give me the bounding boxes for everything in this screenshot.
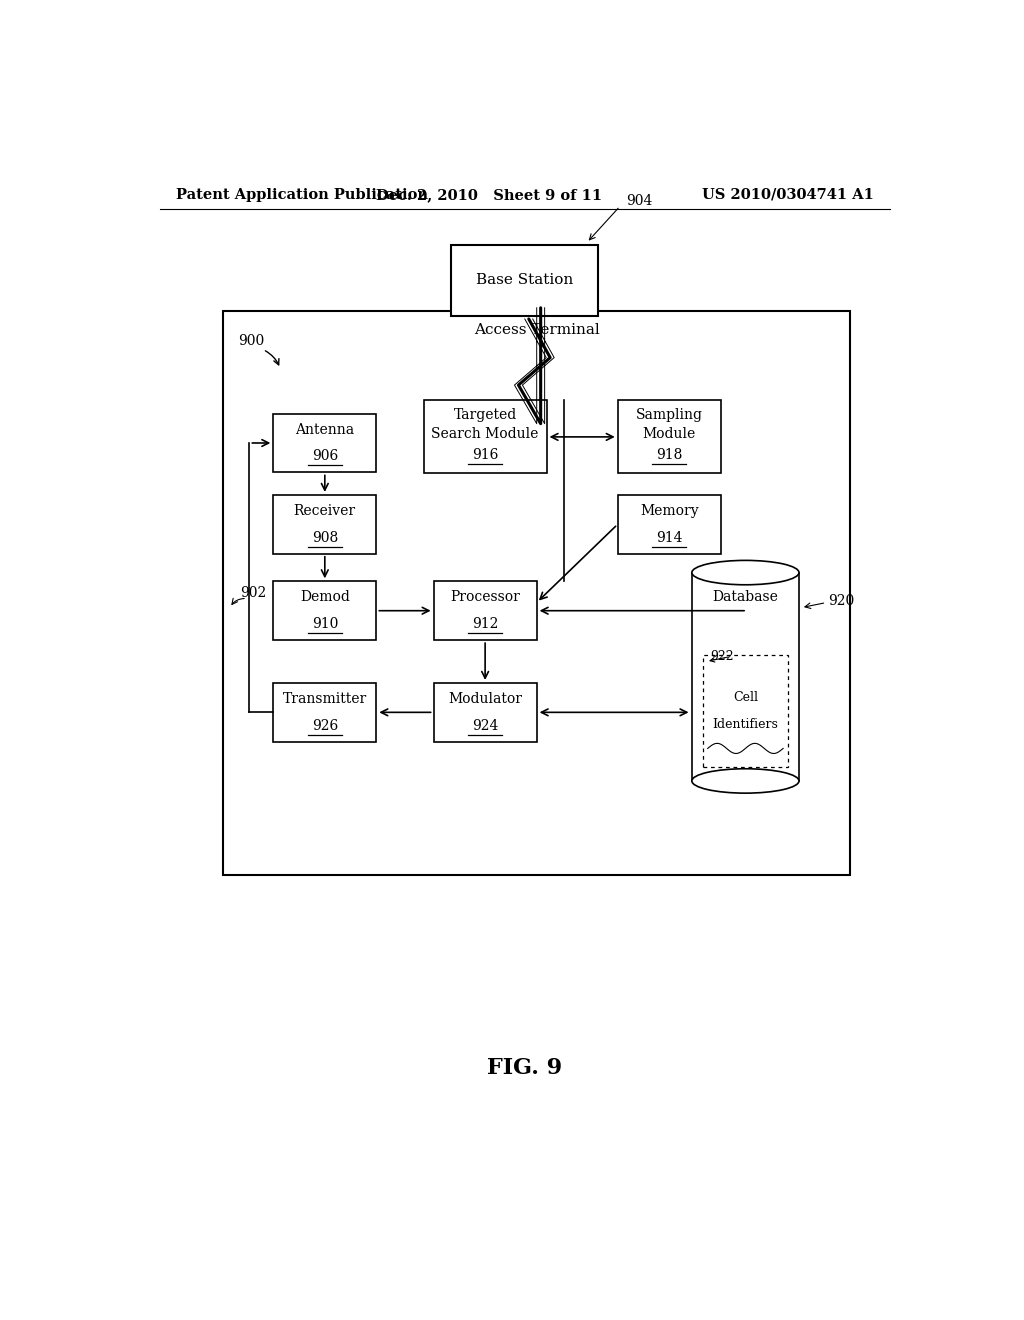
Bar	[433, 682, 537, 742]
Text: Database: Database	[713, 590, 778, 605]
Bar	[273, 581, 377, 640]
Text: Antenna: Antenna	[295, 422, 354, 437]
Text: Patent Application Publication: Patent Application Publication	[176, 187, 428, 202]
Text: 922: 922	[711, 649, 734, 663]
Text: Receiver: Receiver	[294, 504, 356, 517]
Text: Access Terminal: Access Terminal	[474, 323, 600, 337]
Text: Base Station: Base Station	[476, 273, 573, 288]
Text: Module: Module	[643, 426, 696, 441]
Bar	[433, 581, 537, 640]
Text: Identifiers: Identifiers	[713, 718, 778, 731]
Text: Sampling: Sampling	[636, 408, 702, 421]
Bar	[273, 495, 377, 554]
Ellipse shape	[692, 768, 799, 793]
Bar	[223, 310, 850, 875]
Text: 916: 916	[472, 449, 499, 462]
Bar	[424, 400, 547, 474]
Text: 912: 912	[472, 616, 499, 631]
Text: 920: 920	[828, 594, 854, 607]
Text: Cell: Cell	[733, 690, 758, 704]
Text: 914: 914	[656, 531, 682, 545]
Bar	[617, 400, 721, 474]
Text: Processor: Processor	[451, 590, 520, 605]
Text: 908: 908	[311, 531, 338, 545]
Bar	[702, 655, 787, 767]
Text: Search Module: Search Module	[431, 426, 539, 441]
Text: 926: 926	[311, 718, 338, 733]
Text: 902: 902	[241, 586, 266, 601]
Ellipse shape	[692, 561, 799, 585]
Bar	[452, 244, 598, 315]
Text: Transmitter: Transmitter	[283, 692, 367, 706]
Text: 906: 906	[311, 449, 338, 463]
Text: 918: 918	[656, 449, 682, 462]
Text: Memory: Memory	[640, 504, 698, 517]
Bar	[273, 413, 377, 473]
Text: 904: 904	[627, 194, 652, 209]
Text: Targeted: Targeted	[454, 408, 517, 421]
Text: FIG. 9: FIG. 9	[487, 1057, 562, 1078]
Text: Modulator: Modulator	[449, 692, 522, 706]
Text: Dec. 2, 2010   Sheet 9 of 11: Dec. 2, 2010 Sheet 9 of 11	[376, 187, 602, 202]
Text: US 2010/0304741 A1: US 2010/0304741 A1	[702, 187, 873, 202]
Text: 924: 924	[472, 718, 499, 733]
Bar	[692, 573, 799, 781]
Text: Demod: Demod	[300, 590, 350, 605]
Bar	[617, 495, 721, 554]
Text: 910: 910	[311, 616, 338, 631]
Text: 900: 900	[238, 334, 264, 348]
Bar	[273, 682, 377, 742]
